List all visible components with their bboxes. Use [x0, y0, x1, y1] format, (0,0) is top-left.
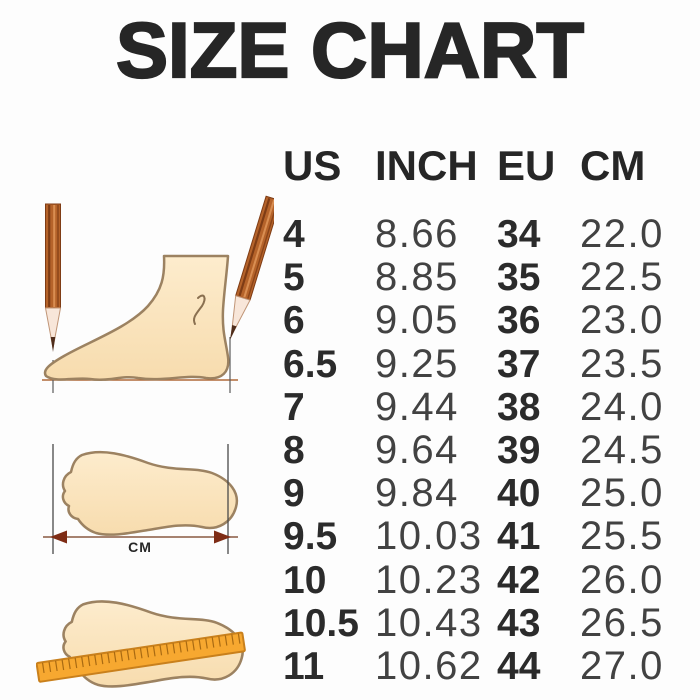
table-row: 9.5 10.03 41 25.5 — [283, 514, 672, 559]
table-row: 8 9.64 39 24.5 — [283, 428, 672, 473]
table-cell: 9.05 — [375, 298, 459, 343]
table-cell: 44 — [497, 644, 541, 688]
table-row: 11 10.62 44 27.0 — [283, 643, 672, 688]
table-cell: 5 — [283, 256, 305, 300]
table-cell: 38 — [497, 385, 541, 429]
table-cell: 9 — [283, 472, 305, 516]
table-cell: 41 — [497, 515, 541, 559]
table-cell: 8.66 — [375, 212, 459, 257]
table-cell: 10.43 — [375, 600, 483, 645]
table-cell: 9.25 — [375, 341, 459, 386]
table-cell: 22.5 — [580, 255, 664, 300]
table-cell: 10.23 — [375, 557, 483, 602]
ankle-curve — [192, 294, 206, 325]
column-header-us: US — [283, 142, 342, 189]
table-cell: 9.84 — [375, 471, 459, 516]
table-cell: 24.5 — [580, 428, 664, 473]
table-cell: 36 — [497, 299, 541, 343]
table-cell: 37 — [497, 342, 541, 386]
table-row: 7 9.44 38 24.0 — [283, 384, 672, 429]
table-cell: 22.0 — [580, 212, 664, 257]
pencil-icon — [221, 195, 274, 344]
table-cell: 8 — [283, 429, 305, 473]
table-cell: 9.44 — [375, 384, 459, 429]
table-cell: 10.03 — [375, 514, 483, 559]
table-cell: 35 — [497, 256, 541, 300]
column-header-inch: INCH — [375, 142, 478, 189]
table-cell: 39 — [497, 429, 541, 473]
table-cell: 6.5 — [283, 342, 338, 386]
table-row: 9 9.84 40 25.0 — [283, 471, 672, 516]
pencil-icon — [44, 202, 62, 354]
foot-measure-illustration — [42, 195, 274, 393]
table-cell: 10 — [283, 558, 327, 602]
table-cell: 23.5 — [580, 341, 664, 386]
table-row: 5 8.85 35 22.5 — [283, 255, 672, 300]
cm-label: CM — [128, 539, 152, 555]
table-row: 6.5 9.25 37 23.5 — [283, 341, 672, 386]
table-row: 10 10.23 42 26.0 — [283, 557, 672, 602]
table-cell: 9.5 — [283, 515, 338, 559]
foot-side-icon — [43, 254, 230, 381]
table-cell: 26.5 — [580, 600, 664, 645]
table-cell: 11 — [283, 644, 325, 688]
size-table-body: 4 8.66 34 22.0 5 8.85 35 22.5 6 9.05 36 23.0 6.5 9.25… — [283, 213, 672, 688]
table-cell: 43 — [497, 601, 541, 645]
size-table: US INCH EU CM 4 8.66 34 22.0 5 8.85 35 22.5 6 9.0… — [283, 142, 672, 688]
footprint-ruler-illustration — [36, 600, 246, 688]
table-cell: 26.0 — [580, 557, 664, 602]
column-header-cm: CM — [580, 142, 646, 189]
table-cell: 10.5 — [283, 601, 359, 645]
table-cell: 40 — [497, 472, 541, 516]
table-cell: 42 — [497, 558, 541, 602]
table-cell: 9.64 — [375, 428, 459, 473]
table-cell: 10.62 — [375, 643, 483, 688]
cm-arrow — [43, 530, 238, 544]
table-cell: 8.85 — [375, 255, 459, 300]
table-cell: 6 — [283, 299, 305, 343]
table-cell: 25.5 — [580, 514, 664, 559]
table-cell: 27.0 — [580, 643, 664, 688]
ruler-tick-group — [41, 633, 241, 673]
table-cell: 34 — [497, 213, 541, 257]
footprint-icon — [61, 450, 239, 536]
table-row: 4 8.66 34 22.0 — [283, 212, 672, 257]
table-header-row: US INCH EU CM — [283, 142, 672, 213]
page-title: SIZE CHART — [115, 6, 585, 94]
footprint-cm-illustration: CM — [43, 444, 239, 555]
ruler-icon — [36, 631, 246, 683]
table-cell: 23.0 — [580, 298, 664, 343]
table-row: 10.5 10.43 43 26.5 — [283, 600, 672, 645]
table-cell: 7 — [283, 385, 305, 429]
table-cell: 24.0 — [580, 384, 664, 429]
table-row: 6 9.05 36 23.0 — [283, 298, 672, 343]
column-header-eu: EU — [497, 142, 556, 189]
table-cell: 4 — [283, 213, 305, 257]
table-cell: 25.0 — [580, 471, 664, 516]
